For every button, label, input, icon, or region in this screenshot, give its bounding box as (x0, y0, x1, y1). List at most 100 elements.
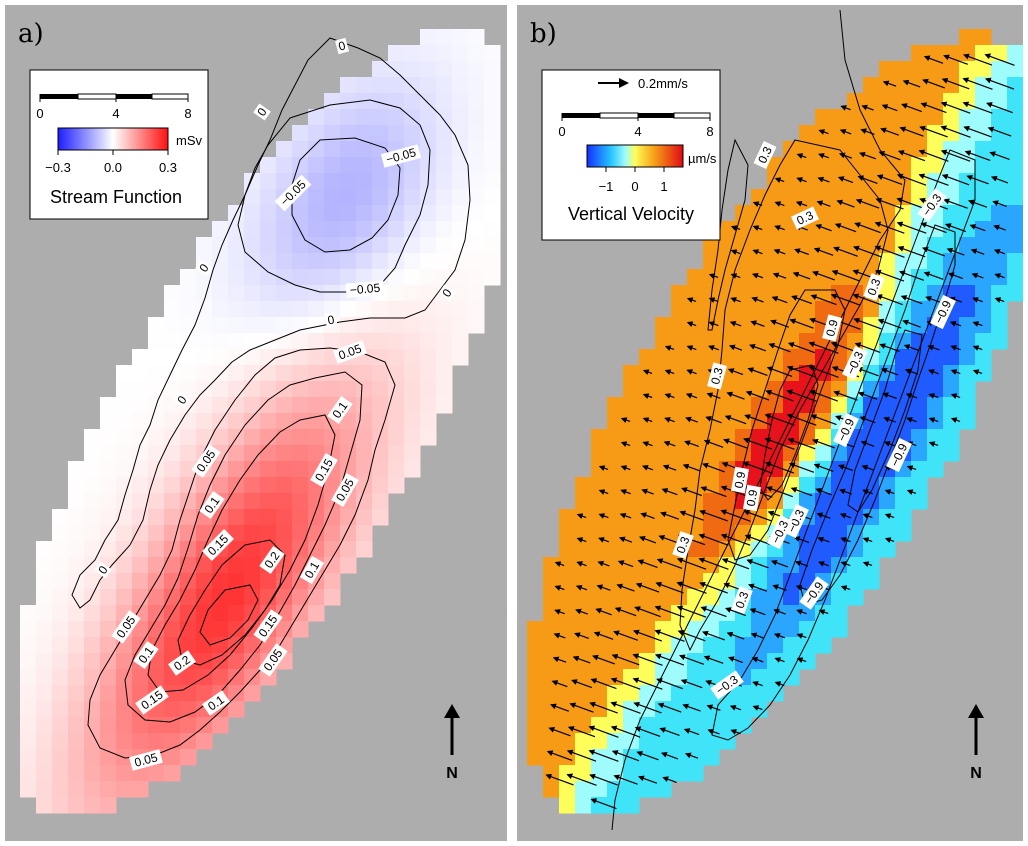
velocity-arrow (772, 584, 787, 591)
colorbar-tick-label: −0.3 (45, 160, 71, 175)
velocity-arrow (663, 440, 676, 447)
velocity-arrow (611, 653, 640, 666)
velocity-arrow (752, 201, 763, 207)
velocity-arrow (925, 296, 942, 304)
vertical-velocity-contour-labels: 0.30.30.30.30.30.30.90.90.9−0.3−0.3−0.3−… (672, 140, 956, 700)
velocity-arrow (984, 77, 1015, 90)
velocity-arrow (876, 294, 903, 306)
velocity-arrow (972, 297, 983, 303)
velocity-arrow (855, 198, 880, 209)
velocity-arrow (686, 369, 697, 375)
velocity-arrow (730, 297, 741, 303)
velocity-arrow (699, 509, 728, 522)
velocity-arrow (744, 414, 771, 426)
velocity-arrow (698, 533, 729, 546)
svg-text:0.3: 0.3 (708, 366, 726, 386)
velocity-arrow (700, 486, 727, 498)
contour-label: 0 (334, 37, 350, 55)
velocity-arrow (993, 224, 1006, 231)
velocity-arrow (613, 774, 638, 785)
velocity-arrow (632, 677, 663, 690)
velocity-arrow (588, 749, 619, 762)
velocity-arrow (679, 510, 704, 521)
velocity-arrow (745, 390, 770, 401)
colorbar-tick-label: 0.3 (159, 160, 177, 175)
velocity-arrow (752, 681, 763, 687)
velocity-arrow (598, 489, 609, 495)
contour-label: 0.3 (863, 273, 885, 301)
colorbar-tick-label: 0 (631, 179, 638, 194)
velocity-arrow (632, 653, 663, 666)
velocity-arrow (660, 751, 679, 760)
velocity-arrow (989, 151, 1010, 161)
contour-pos-0-9-inner (759, 364, 819, 501)
velocity-arrow (840, 585, 851, 591)
svg-text:0.9: 0.9 (823, 318, 841, 338)
velocity-arrow (569, 702, 594, 713)
velocity-arrow (752, 225, 763, 231)
velocity-arrow (727, 368, 744, 376)
velocity-arrow (730, 225, 741, 231)
contour-label: 0 (253, 103, 271, 121)
velocity-arrow (613, 630, 639, 641)
velocity-arrow (575, 584, 588, 591)
velocity-arrow (920, 222, 947, 234)
velocity-arrow (725, 607, 747, 617)
velocity-arrow (723, 438, 748, 449)
velocity-arrow (862, 561, 873, 567)
velocity-arrow (986, 102, 1013, 114)
velocity-arrow (792, 271, 811, 280)
contour-label: 0 (94, 561, 112, 579)
velocity-arrow (944, 223, 967, 233)
velocity-arrow (941, 174, 970, 186)
velocity-arrow (853, 317, 882, 330)
velocity-arrow (664, 345, 675, 351)
velocity-arrow (551, 680, 568, 688)
velocity-arrow (940, 101, 971, 114)
velocity-arrow (589, 773, 618, 786)
velocity-arrow (808, 341, 839, 354)
velocity-arrow (808, 365, 839, 378)
velocity-arrow (706, 392, 721, 399)
velocity-arrow (750, 320, 765, 327)
velocity-arrow (637, 559, 658, 569)
svg-text:0.05: 0.05 (133, 750, 159, 770)
velocity-arrow (817, 176, 830, 183)
velocity-arrow (596, 584, 611, 591)
velocity-arrow (919, 125, 948, 138)
contour-label: 0.3 (707, 362, 727, 390)
velocity-arrow (940, 149, 971, 162)
velocity-arrow (818, 129, 829, 135)
velocity-arrow (730, 273, 741, 279)
velocity-arrow (640, 512, 655, 519)
velocity-arrow (686, 321, 697, 327)
velocity-arrow (902, 79, 921, 88)
panel-label-a: a) (18, 19, 44, 49)
velocity-arrow (786, 413, 817, 426)
velocity-arrow (729, 704, 742, 711)
velocity-arrow (900, 295, 923, 305)
velocity-arrow (796, 633, 807, 639)
velocity-arrow (928, 369, 940, 375)
velocity-arrow (984, 53, 1015, 66)
velocity-arrow (994, 297, 1005, 303)
velocity-arrow (721, 558, 750, 570)
velocity-arrow (683, 728, 700, 736)
velocity-arrow (875, 197, 904, 210)
velocity-arrow (786, 365, 817, 378)
velocity-arrow (881, 104, 898, 112)
velocity-arrow (796, 609, 807, 615)
svg-text:0: 0 (326, 312, 335, 327)
velocity-arrow (964, 150, 991, 162)
velocity-arrow (742, 437, 773, 450)
velocity-arrow (874, 221, 905, 234)
velocity-arrow (794, 248, 810, 256)
velocity-arrow (857, 175, 878, 185)
contour-label: 0.9 (730, 466, 750, 494)
velocity-arrow (679, 654, 705, 665)
velocity-arrow (928, 417, 939, 423)
velocity-arrow (641, 465, 654, 471)
velocity-arrow (748, 583, 768, 592)
velocity-arrow (548, 727, 571, 737)
svg-text:0: 0 (337, 38, 347, 53)
